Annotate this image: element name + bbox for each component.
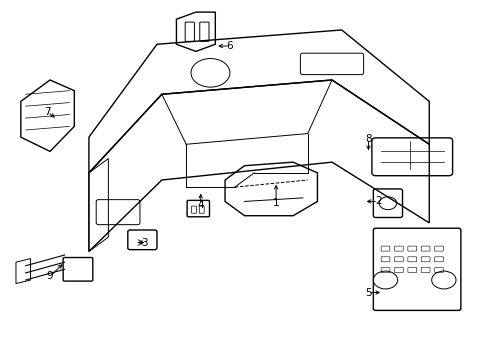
Text: 9: 9 [46,271,53,282]
Text: 8: 8 [365,134,371,144]
Text: 4: 4 [197,200,203,210]
Text: 1: 1 [272,198,279,208]
Text: 2: 2 [374,197,381,206]
Text: 5: 5 [365,288,371,297]
Text: 3: 3 [141,238,148,248]
Text: 6: 6 [226,41,233,51]
Text: 7: 7 [44,107,51,117]
